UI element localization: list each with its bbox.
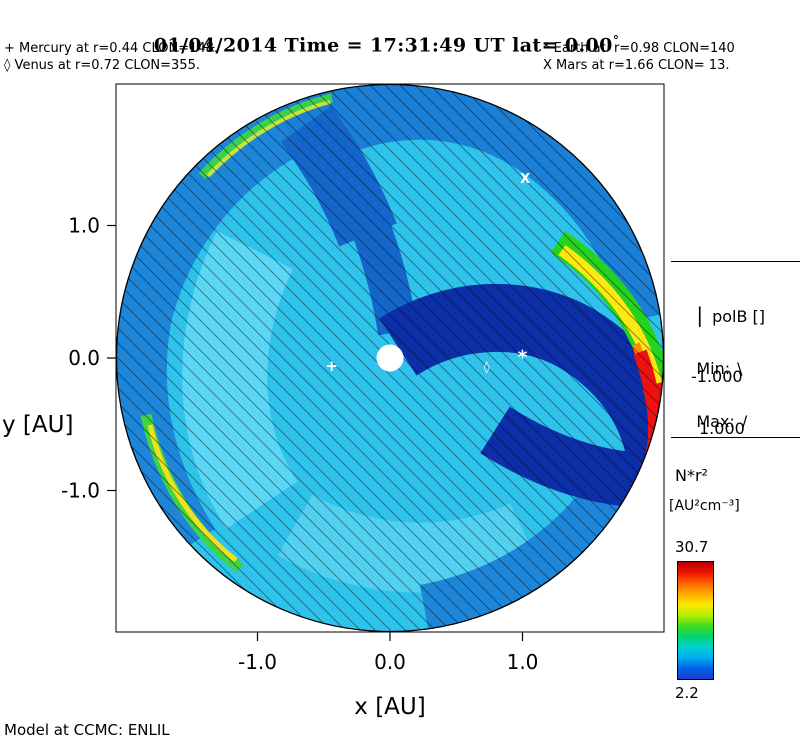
planet-marker-mercury: + [325,357,338,375]
colorbar-units: [AU²cm⁻³] [669,498,740,514]
colorbar-max-value: 30.7 [675,538,709,556]
tick-label: 0.0 [374,650,406,674]
legend-venus: ◊ Venus at r=0.72 CLON=355. [4,58,200,73]
polb-legend-title: | polB [] [676,284,765,346]
polb-label: polB [] [712,307,766,326]
y-axis-title: y [AU] [2,412,73,438]
polb-min-row: Min: \ [676,340,743,397]
axis-ticks: -1.0 0.0 1.0 -1.0 0.0 1.0 [61,214,538,675]
legend-earth: * Earth at r=0.98 CLON=140 [543,41,735,56]
colorbar-min-value: 2.2 [675,684,699,702]
colorbar-quantity: N*r² [675,466,708,485]
tick-label: -1.0 [238,650,277,674]
plot-title: 01/04/2014 Time = 17:31:49 UT lat= 0.00° [0,11,745,78]
max-hatch-sample: / [741,412,748,431]
planet-marker-venus: ◊ [484,360,490,374]
planet-marker-mars: X [520,172,530,187]
model-credit: Model at CCMC: ENLIL [4,721,170,739]
polb-max-value: 1.000 [699,419,745,438]
colorbar-gradient [677,561,714,680]
max-label: Max: [696,412,735,431]
min-label: Min: [696,359,731,378]
sun-disk [376,344,404,372]
degree-symbol: ° [612,33,620,47]
tick-label: 0.0 [68,346,100,370]
legend-mars: X Mars at r=1.66 CLON= 13. [543,58,730,73]
legend-mercury: + Mercury at r=0.44 CLON=148. [4,41,219,56]
field-line-sample: | [696,303,704,327]
polb-min-value: -1.000 [691,367,743,386]
planet-marker-earth: * [518,346,528,368]
tick-label: -1.0 [61,479,100,503]
min-hatch-sample: \ [737,359,743,378]
tick-label: 1.0 [507,650,539,674]
polb-max-row: Max: / [676,393,747,450]
x-axis-title: x [AU] [354,694,425,720]
legend-divider-top [671,261,800,262]
heliosphere-outline [115,83,665,633]
planet-markers: + ◊ * X [325,172,530,375]
tick-label: 1.0 [68,214,100,238]
plot-title-text: 01/04/2014 Time = 17:31:49 UT lat= 0.00 [153,34,613,57]
legend-divider-bottom [671,437,800,438]
